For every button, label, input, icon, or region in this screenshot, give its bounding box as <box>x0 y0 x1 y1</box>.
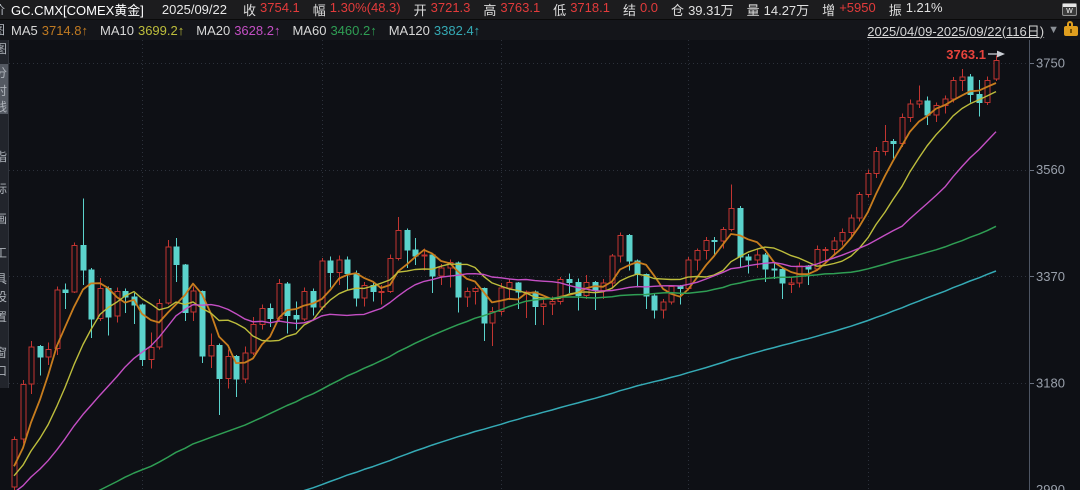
quote-range: 幅 1.30%(48.3) <box>313 0 401 19</box>
price-tick-2990: 2990 <box>1036 482 1065 490</box>
ma-value: 3714.8↑ <box>41 22 88 38</box>
quote-volume: 量 14.27万 <box>747 0 810 19</box>
ma-value: 3628.2↑ <box>234 22 281 38</box>
quote-close: 收 3754.1 <box>243 0 300 19</box>
symbol-title[interactable]: GC.CMX[COMEX黄金] <box>11 3 144 18</box>
clipped-toolbar-glyph: 具 <box>0 272 8 286</box>
price-tick-3370: 3370 <box>1036 269 1065 284</box>
quote-oi-change-label: 增 <box>822 3 836 18</box>
quote-settle-value: 0.0 <box>639 0 659 15</box>
ma-lines <box>13 82 997 490</box>
ma-value: 3460.2↑ <box>330 22 377 38</box>
ma-line-ma10 <box>13 90 997 477</box>
lock-icon[interactable] <box>1064 21 1078 36</box>
quote-volume-value: 14.27万 <box>763 3 810 18</box>
chevron-down-icon[interactable]: ▼ <box>1048 24 1059 36</box>
quote-settle: 结 0.0 <box>623 0 658 19</box>
trade-date: 2025/09/22 <box>161 2 227 17</box>
clipped-toolbar-glyph: 指 <box>0 150 8 164</box>
ma-label: MA20 <box>196 22 231 38</box>
quote-amplitude-value: 1.21% <box>905 0 943 15</box>
ma-line-ma60 <box>98 225 997 490</box>
quote-oi-change-value: +5950 <box>839 0 876 15</box>
ma-legend-ma10: MA10 3699.2↑ <box>100 23 184 38</box>
quote-open-label: 开 <box>413 3 427 18</box>
quote-close-label: 收 <box>242 3 256 18</box>
gridlines <box>9 40 1029 490</box>
quote-low-value: 3718.1 <box>570 0 610 15</box>
high-price-annotation: 3763.1 <box>946 47 1005 62</box>
quote-open-interest-value: 39.31万 <box>688 3 734 18</box>
ma-legend-items: MA5 3714.8↑ MA10 3699.2↑ MA20 3628.2↑ MA60 3460… <box>11 23 480 38</box>
ma-label: MA60 <box>292 22 327 38</box>
quote-low: 低 3718.1 <box>553 0 610 19</box>
clipped-toolbar-glyph: 工 <box>0 246 8 260</box>
ma-legend-ma5: MA5 3714.8↑ <box>11 23 88 38</box>
price-tick-3560: 3560 <box>1036 162 1065 177</box>
candlestick-chart[interactable]: 3750 3560 3370 3180 2990 3763.1 <box>0 40 1080 490</box>
quote-open-interest: 仓 39.31万 <box>671 0 734 19</box>
quote-bar: 价 GC.CMX[COMEX黄金] 2025/09/22 收 3754.1 幅1.3… <box>0 0 1080 20</box>
quote-open-interest-label: 仓 <box>671 3 685 18</box>
clipped-left-panel-fragment-top: 价 <box>0 0 8 20</box>
toolbar-active-highlight <box>0 64 8 114</box>
quote-open-value: 3721.3 <box>430 0 471 15</box>
clipped-toolbar-glyph: 图 <box>0 42 8 56</box>
quote-close-value: 3754.1 <box>260 0 300 15</box>
quote-amplitude: 振 1.21% <box>889 0 943 19</box>
price-tick-3750: 3750 <box>1036 56 1065 71</box>
quote-high-label: 高 <box>483 3 497 18</box>
clipped-toolbar-glyph: 画 <box>0 212 8 226</box>
ma-value: 3699.2↑ <box>137 22 185 38</box>
price-axis-labels: 3750 3560 3370 3180 2990 <box>1030 56 1065 490</box>
clipped-toolbar-glyph: 置 <box>0 310 8 324</box>
ma-value: 3382.4↑ <box>433 22 481 38</box>
quote-high-value: 3763.1 <box>500 0 541 15</box>
ma-label: MA120 <box>388 22 430 38</box>
ma-line-ma5 <box>13 82 997 467</box>
clipped-left-toolbar[interactable]: 图分时线指标画工具设置窗口 <box>0 40 9 388</box>
quote-range-label: 幅 <box>312 3 326 18</box>
quote-fields: 收 3754.1 幅 1.30%(48.3) 开 3721.3 高 3763.1 低 3718.1… <box>243 0 943 19</box>
web-window-icon[interactable]: w <box>1062 3 1077 16</box>
ma-line-ma20 <box>16 131 997 490</box>
quote-volume-label: 量 <box>746 3 760 18</box>
clipped-toolbar-glyph: 设 <box>0 290 8 304</box>
quote-low-label: 低 <box>553 3 567 18</box>
clipped-toolbar-glyph: 口 <box>0 364 8 378</box>
ma-legend-ma60: MA60 3460.2↑ <box>292 23 376 38</box>
clipped-toolbar-glyph: 时 <box>0 84 8 98</box>
quote-oi-change: 增 +5950 <box>822 0 876 19</box>
ma-line-ma120 <box>303 270 997 490</box>
ma-legend-ma120: MA120 3382.4↑ <box>389 23 480 38</box>
ma-label: MA10 <box>100 22 134 38</box>
ma-label: MA5 <box>11 22 38 38</box>
quote-open: 开 3721.3 <box>414 0 471 19</box>
clipped-toolbar-glyph: 分 <box>0 66 8 80</box>
clipped-toolbar-glyph: 线 <box>0 100 8 114</box>
clipped-toolbar-glyph: 窗 <box>0 346 8 360</box>
clipped-toolbar-glyph: 标 <box>0 182 8 196</box>
date-range-selector[interactable]: 2025/04/09-2025/09/22(116日) <box>867 23 1045 39</box>
quote-amplitude-label: 振 <box>888 3 902 18</box>
quote-range-value: 1.30%(48.3) <box>329 0 401 15</box>
high-price-label: 3763.1 <box>946 47 986 62</box>
clipped-left-panel-fragment-ma: 图 <box>0 20 8 40</box>
ma-legend-ma20: MA20 3628.2↑ <box>196 23 280 38</box>
kline-chart-area[interactable]: 3750 3560 3370 3180 2990 3763.1 图分时线指标画工具设置窗口 <box>0 40 1080 490</box>
quote-high: 高 3763.1 <box>483 0 540 19</box>
price-tick-3180: 3180 <box>1036 376 1065 391</box>
quote-settle-label: 结 <box>622 3 636 18</box>
